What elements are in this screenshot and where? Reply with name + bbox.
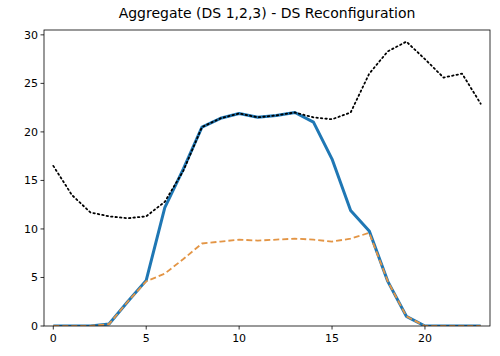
y-tick-label: 5 [31, 271, 38, 284]
y-tick-label: 15 [24, 174, 38, 187]
y-tick [41, 180, 45, 181]
y-tick [41, 83, 45, 84]
x-tick-label: 15 [325, 332, 339, 345]
x-tick-label: 0 [50, 332, 57, 345]
y-tick [41, 131, 45, 132]
line-series [53, 42, 480, 219]
plot-frame [44, 30, 490, 326]
line-series [53, 112, 480, 326]
line-series [53, 233, 480, 326]
x-tick-label: 10 [232, 332, 246, 345]
y-tick [41, 34, 45, 35]
x-tick [146, 326, 147, 330]
y-tick-label: 25 [24, 77, 38, 90]
background [0, 0, 500, 356]
y-tick [41, 228, 45, 229]
y-tick-label: 30 [24, 29, 38, 42]
y-tick-label: 0 [31, 320, 38, 333]
chart: Aggregate (DS 1,2,3) - DS Reconfiguratio… [0, 0, 500, 356]
y-tick-label: 10 [24, 223, 38, 236]
y-tick [41, 326, 45, 327]
y-tick-label: 20 [24, 126, 38, 139]
y-tick [41, 277, 45, 278]
x-tick-label: 5 [143, 332, 150, 345]
x-tick [53, 326, 54, 330]
title: Aggregate (DS 1,2,3) - DS Reconfiguratio… [119, 5, 416, 21]
x-tick-label: 20 [418, 332, 432, 345]
plot-area [53, 42, 480, 326]
x-tick [424, 326, 425, 330]
x-tick [239, 326, 240, 330]
x-tick [332, 326, 333, 330]
